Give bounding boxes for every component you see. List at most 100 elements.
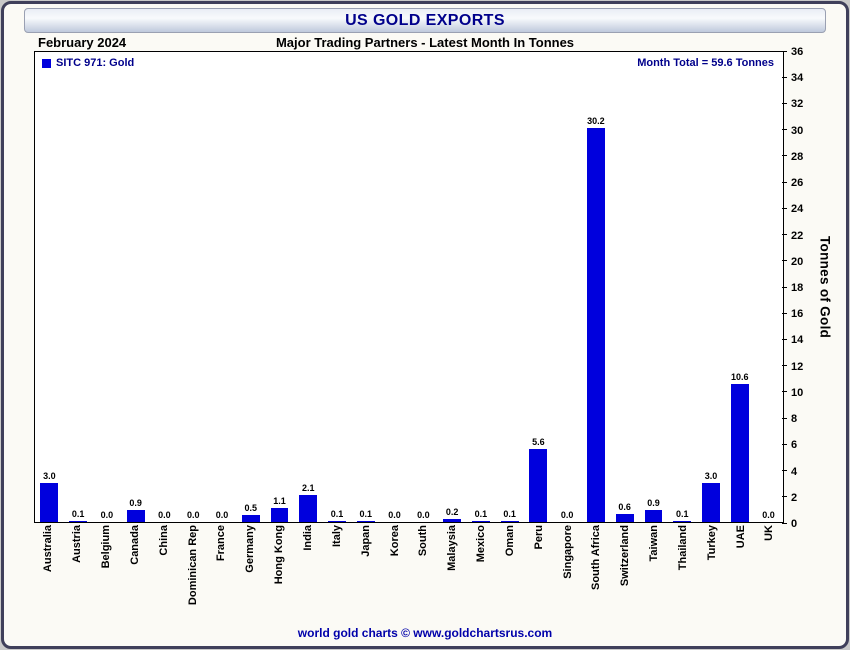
x-tick-label: UAE bbox=[734, 525, 747, 549]
y-tick-mark bbox=[782, 391, 787, 393]
bar bbox=[702, 482, 720, 522]
y-axis: 0 2 4 6 8 10 12 14 16 18 20 22 24 26 28 30 32 34 36 bbox=[782, 46, 824, 530]
x-tick-label: Mexico bbox=[475, 525, 488, 563]
bar-slot: 1.1 bbox=[265, 52, 294, 522]
x-tick-label: Australia bbox=[42, 525, 55, 573]
page-title: US GOLD EXPORTS bbox=[345, 11, 505, 29]
x-tick-slot: Canada bbox=[121, 525, 150, 565]
x-tick-label: Belgium bbox=[100, 525, 113, 569]
x-tick-slot: India bbox=[294, 525, 323, 551]
bar bbox=[270, 507, 289, 522]
y-tick-label: 32 bbox=[791, 98, 804, 111]
x-tick-label: China bbox=[157, 525, 170, 556]
x-tick-label: Dominican Rep bbox=[186, 525, 199, 606]
x-tick-label: Turkey bbox=[705, 525, 718, 561]
y-tick-mark bbox=[782, 181, 787, 183]
bar-slot: 0.1 bbox=[466, 52, 495, 522]
y-tick-label: 20 bbox=[791, 255, 804, 268]
bar bbox=[615, 514, 634, 522]
bar-value-label: 0.0 bbox=[417, 510, 430, 520]
bar-value-label: 0.6 bbox=[618, 502, 631, 513]
bar-value-label: 0.1 bbox=[359, 508, 373, 519]
x-tick-label: Korea bbox=[388, 525, 401, 557]
y-tick-mark bbox=[782, 50, 787, 52]
y-tick-mark bbox=[782, 470, 787, 472]
title-bar: US GOLD EXPORTS bbox=[24, 8, 826, 33]
x-tick-label: Malaysia bbox=[446, 525, 459, 571]
plot-area: SITC 971: Gold Month Total = 59.6 Tonnes… bbox=[34, 51, 784, 523]
bar-slot: 0.9 bbox=[121, 52, 150, 522]
legend-swatch-icon bbox=[42, 58, 51, 68]
x-tick-slot: Oman bbox=[496, 525, 525, 556]
x-tick-label: South bbox=[417, 525, 430, 557]
y-tick-label: 10 bbox=[791, 386, 804, 399]
footer-credit: world gold charts © www.goldchartsrus.co… bbox=[297, 626, 553, 640]
bar-value-label: 3.0 bbox=[43, 470, 56, 481]
bar-value-label: 0.1 bbox=[503, 508, 516, 519]
y-tick-mark bbox=[782, 234, 787, 236]
bar bbox=[644, 510, 663, 522]
y-tick-label: 36 bbox=[791, 46, 804, 58]
x-tick-label: Italy bbox=[330, 525, 343, 548]
bar-slot: 0.0 bbox=[93, 52, 122, 522]
y-tick-label: 14 bbox=[791, 334, 804, 347]
y-tick-label: 18 bbox=[791, 282, 804, 294]
y-tick-label: 34 bbox=[791, 72, 804, 85]
bar bbox=[126, 510, 145, 522]
x-tick-label: Canada bbox=[128, 525, 141, 565]
bar-value-label: 0.0 bbox=[560, 510, 574, 520]
y-tick-label: 12 bbox=[791, 360, 804, 373]
x-tick-label: France bbox=[215, 525, 228, 562]
x-tick-label: South Africa bbox=[590, 525, 603, 590]
y-tick-label: 4 bbox=[791, 465, 798, 478]
bar-value-label: 0.0 bbox=[215, 510, 229, 520]
bar-slot: 3.0 bbox=[697, 52, 726, 522]
x-tick-slot: Peru bbox=[524, 525, 553, 549]
x-tick-label: India bbox=[301, 525, 314, 551]
x-tick-label: UK bbox=[763, 525, 776, 541]
bar-value-label: 0.1 bbox=[675, 508, 689, 519]
y-tick-mark bbox=[782, 102, 787, 104]
bar-value-label: 0.0 bbox=[158, 510, 171, 520]
y-tick-label: 24 bbox=[791, 203, 804, 216]
bar-slot: 0.0 bbox=[179, 52, 208, 522]
bars-container: 3.0 0.1 0.0 0.9 0.0 0.0 0.0 0.5 1.1 2.1 0.1 0.1 0.0 0… bbox=[35, 52, 783, 522]
bar bbox=[356, 520, 375, 522]
y-tick-mark bbox=[782, 155, 787, 157]
x-tick-slot: Hong Kong bbox=[265, 525, 294, 584]
y-tick-mark bbox=[782, 522, 787, 524]
y-tick-label: 22 bbox=[791, 229, 804, 242]
y-tick-mark bbox=[782, 207, 787, 209]
x-tick-slot: Turkey bbox=[697, 525, 726, 560]
y-tick-mark bbox=[782, 129, 787, 131]
bar-slot: 2.1 bbox=[294, 52, 323, 522]
y-tick-label: 6 bbox=[791, 439, 798, 452]
bar bbox=[241, 515, 260, 522]
y-tick-label: 26 bbox=[791, 177, 804, 190]
y-tick-mark bbox=[782, 443, 787, 445]
bar-slot: 0.1 bbox=[495, 52, 524, 522]
x-tick-slot: Dominican Rep bbox=[178, 525, 207, 605]
bar-slot: 0.5 bbox=[236, 52, 265, 522]
bar-value-label: 30.2 bbox=[587, 115, 605, 126]
month-total-label: Month Total = 59.6 Tonnes bbox=[637, 57, 774, 69]
x-tick-label: Germany bbox=[244, 525, 257, 573]
y-tick-label: 28 bbox=[791, 150, 804, 163]
bar bbox=[40, 482, 59, 522]
bar-slot: 0.1 bbox=[351, 52, 380, 522]
x-tick-slot: Taiwan bbox=[640, 525, 669, 561]
y-tick-label: 8 bbox=[791, 413, 798, 426]
x-tick-slot: Belgium bbox=[92, 525, 121, 568]
bar-slot: 5.6 bbox=[524, 52, 553, 522]
y-tick-label: 2 bbox=[791, 491, 798, 504]
bar bbox=[730, 383, 749, 522]
bar-slot: 0.0 bbox=[150, 52, 179, 522]
x-tick-slot: UAE bbox=[726, 525, 755, 548]
x-tick-slot: Japan bbox=[351, 525, 380, 557]
bar-slot: 0.1 bbox=[323, 52, 352, 522]
chart-subtitle: Major Trading Partners - Latest Month In… bbox=[275, 35, 575, 50]
date-label: February 2024 bbox=[38, 35, 127, 50]
bar-slot: 3.0 bbox=[35, 52, 64, 522]
y-tick-mark bbox=[782, 338, 787, 340]
x-tick-slot: China bbox=[149, 525, 178, 556]
